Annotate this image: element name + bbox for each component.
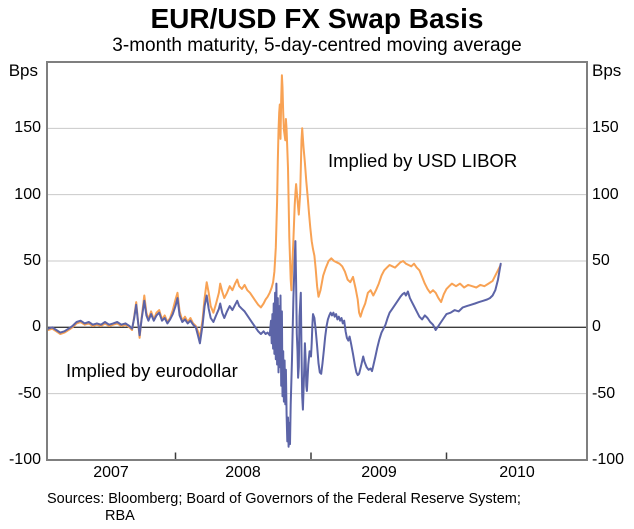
sources-line-2: RBA <box>105 508 135 524</box>
sources-note: Sources: Bloomberg; Board of Governors o… <box>47 491 607 525</box>
y-tick-right-m100: -100 <box>592 451 625 468</box>
y-tick-left-150: 150 <box>14 119 41 136</box>
y-tick-right-150: 150 <box>592 119 619 136</box>
y-axis-unit-left: Bps <box>8 61 38 80</box>
y-tick-left-m50: -50 <box>17 385 41 402</box>
x-tick-2010: 2010 <box>499 464 535 481</box>
y-tick-right-0: 0 <box>592 318 601 335</box>
y-tick-left-0: 0 <box>32 318 41 335</box>
y-tick-left-50: 50 <box>23 252 41 269</box>
y-tick-right-m50: -50 <box>592 385 616 402</box>
y-tick-right-50: 50 <box>592 252 610 269</box>
y-axis-unit-right: Bps <box>592 61 622 80</box>
x-tick-2008: 2008 <box>225 464 261 481</box>
chart-subtitle: 3-month maturity, 5-day-centred moving a… <box>112 35 522 56</box>
series-label-usd-libor: Implied by USD LIBOR <box>328 150 518 171</box>
chart-title: EUR/USD FX Swap Basis <box>150 3 484 34</box>
x-tick-2007: 2007 <box>93 464 129 481</box>
x-tick-2009: 2009 <box>361 464 397 481</box>
sources-line-1: Sources: Bloomberg; Board of Governors o… <box>47 491 521 507</box>
y-tick-left-m100: -100 <box>8 451 41 468</box>
series-label-eurodollar: Implied by eurodollar <box>66 360 238 381</box>
y-tick-right-100: 100 <box>592 186 619 203</box>
y-tick-left-100: 100 <box>14 186 41 203</box>
